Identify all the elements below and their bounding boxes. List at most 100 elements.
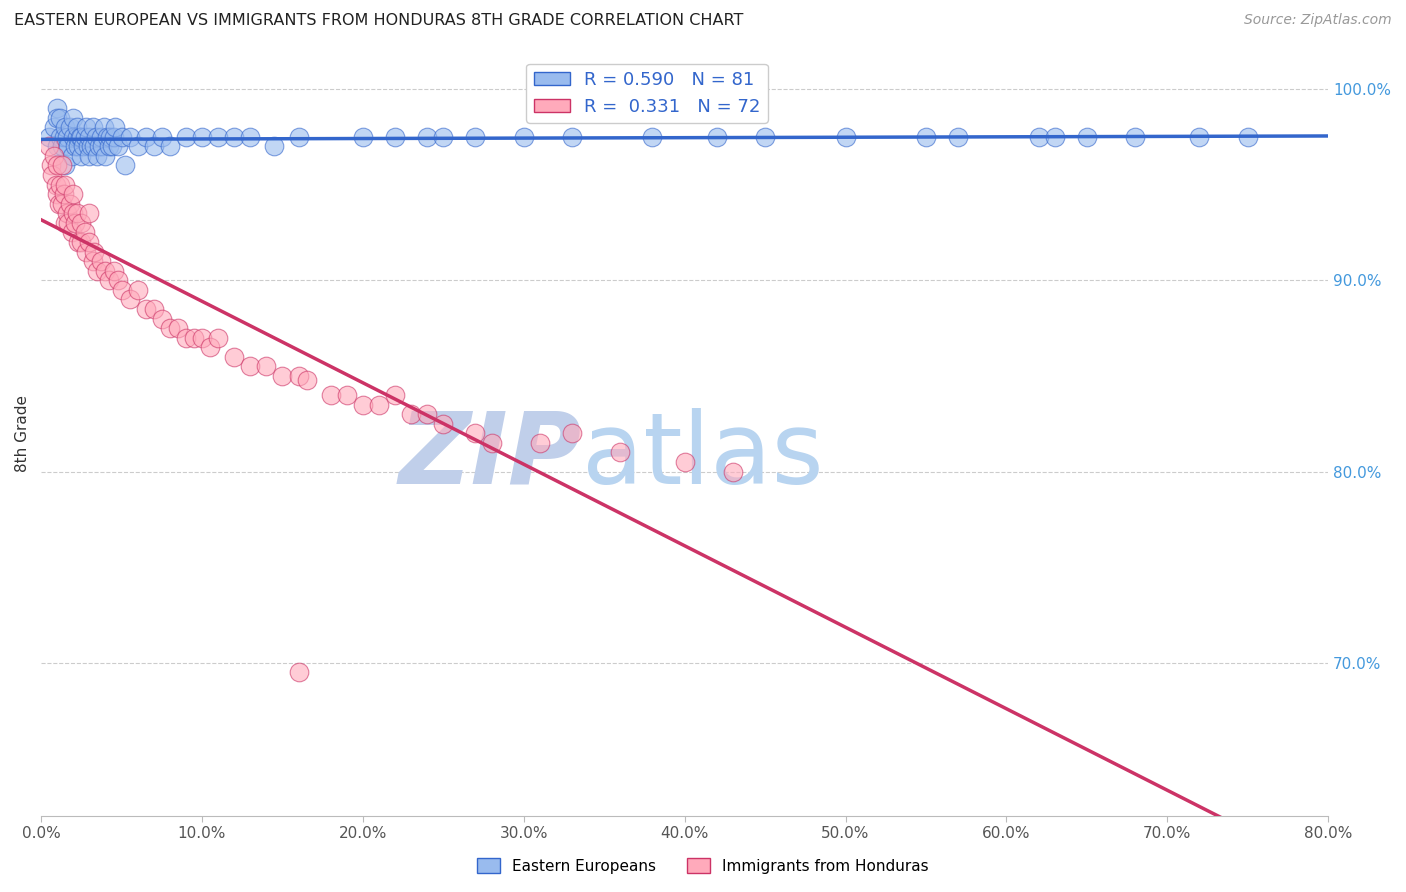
Point: [70, 149, 93, 163]
Point: [287, 368, 309, 383]
Point: [834, 129, 856, 144]
Point: [107, 273, 129, 287]
Text: EASTERN EUROPEAN VS IMMIGRANTS FROM HONDURAS 8TH GRADE CORRELATION CHART: EASTERN EUROPEAN VS IMMIGRANTS FROM HOND…: [14, 13, 744, 29]
Point: [48, 196, 70, 211]
Point: [1236, 129, 1258, 144]
Point: [63, 139, 86, 153]
Point: [82, 120, 104, 135]
Point: [529, 435, 551, 450]
Point: [352, 129, 374, 144]
Point: [70, 235, 93, 249]
Point: [166, 321, 188, 335]
Point: [46, 139, 69, 153]
Point: [319, 388, 342, 402]
Point: [287, 665, 309, 680]
Point: [107, 139, 129, 153]
Point: [65, 129, 87, 144]
Point: [336, 388, 359, 402]
Point: [83, 139, 105, 153]
Point: [60, 149, 83, 163]
Point: [52, 187, 75, 202]
Point: [239, 129, 262, 144]
Point: [609, 445, 631, 459]
Point: [67, 139, 90, 153]
Point: [75, 244, 97, 259]
Point: [46, 187, 69, 202]
Point: [263, 139, 285, 153]
Point: [52, 129, 75, 144]
Text: atlas: atlas: [582, 408, 824, 505]
Point: [110, 283, 132, 297]
Point: [49, 178, 72, 192]
Point: [79, 149, 101, 163]
Point: [416, 407, 439, 421]
Point: [368, 398, 391, 412]
Point: [946, 129, 969, 144]
Point: [135, 129, 157, 144]
Point: [87, 139, 110, 153]
Text: ZIP: ZIP: [399, 408, 582, 505]
Point: [103, 129, 125, 144]
Point: [39, 158, 62, 172]
Point: [1076, 129, 1098, 144]
Point: [94, 263, 117, 277]
Point: [174, 129, 197, 144]
Point: [90, 254, 112, 268]
Point: [464, 129, 486, 144]
Point: [65, 120, 87, 135]
Point: [53, 216, 76, 230]
Point: [754, 129, 776, 144]
Point: [38, 139, 60, 153]
Point: [72, 139, 94, 153]
Point: [127, 139, 149, 153]
Point: [86, 149, 108, 163]
Point: [51, 158, 73, 172]
Point: [110, 129, 132, 144]
Point: [464, 426, 486, 441]
Point: [384, 388, 406, 402]
Point: [706, 129, 728, 144]
Point: [46, 111, 69, 125]
Point: [118, 293, 141, 307]
Point: [42, 120, 65, 135]
Point: [1028, 129, 1050, 144]
Point: [51, 196, 73, 211]
Point: [73, 129, 96, 144]
Point: [191, 331, 214, 345]
Point: [352, 398, 374, 412]
Point: [38, 129, 60, 144]
Point: [76, 139, 98, 153]
Point: [65, 206, 87, 220]
Point: [114, 158, 136, 172]
Point: [98, 129, 121, 144]
Point: [673, 455, 696, 469]
Point: [127, 283, 149, 297]
Point: [915, 129, 938, 144]
Point: [62, 206, 84, 220]
Point: [150, 311, 173, 326]
Point: [481, 435, 503, 450]
Text: Source: ZipAtlas.com: Source: ZipAtlas.com: [1244, 13, 1392, 28]
Point: [239, 359, 262, 374]
Point: [86, 263, 108, 277]
Point: [271, 368, 294, 383]
Point: [80, 139, 103, 153]
Point: [97, 139, 120, 153]
Point: [561, 129, 583, 144]
Point: [183, 331, 205, 345]
Point: [75, 120, 97, 135]
Point: [159, 321, 181, 335]
Point: [295, 373, 318, 387]
Point: [207, 129, 229, 144]
Point: [79, 206, 101, 220]
Point: [1188, 129, 1211, 144]
Legend: R = 0.590   N = 81, R =  0.331   N = 72: R = 0.590 N = 81, R = 0.331 N = 72: [526, 63, 768, 123]
Point: [101, 139, 124, 153]
Point: [91, 139, 114, 153]
Point: [58, 139, 80, 153]
Point: [83, 244, 105, 259]
Point: [62, 129, 84, 144]
Point: [62, 111, 84, 125]
Point: [432, 129, 454, 144]
Point: [96, 129, 118, 144]
